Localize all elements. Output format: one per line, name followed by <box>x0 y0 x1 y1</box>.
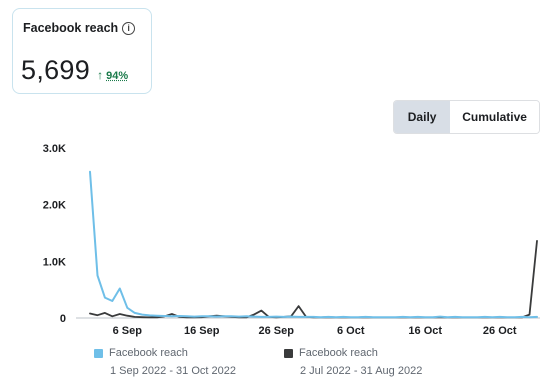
legend-swatch-previous <box>284 348 293 358</box>
legend-range-previous: 2 Jul 2022 - 31 Aug 2022 <box>300 365 423 377</box>
legend-label-current: Facebook reach <box>109 347 188 359</box>
x-tick-label: 26 Sep <box>259 325 295 337</box>
info-icon[interactable]: i <box>122 21 136 35</box>
arrow-up-icon: ↑ <box>97 68 104 82</box>
cumulative-button[interactable]: Cumulative <box>450 101 539 133</box>
x-tick-label: 16 Sep <box>184 325 220 337</box>
reach-line-chart: 0 1.0K 2.0K 3.0K 6 Sep 16 Sep 26 Sep 6 Oct 16 Oc… <box>43 143 540 337</box>
metric-change-value: 94% <box>106 70 129 82</box>
x-tick-label: 6 Sep <box>113 325 143 337</box>
metric-label: Facebook reach <box>23 21 119 35</box>
metric-value: 5,699 <box>21 55 91 85</box>
y-tick-label: 2.0K <box>43 200 66 212</box>
view-toggle: Daily Cumulative <box>393 100 540 134</box>
legend-previous: Facebook reach 2 Jul 2022 - 31 Aug 2022 <box>284 347 422 377</box>
y-tick-label: 0 <box>60 313 66 325</box>
x-tick-label: 16 Oct <box>408 325 442 337</box>
y-tick-label: 3.0K <box>43 143 66 155</box>
facebook-reach-card: Facebook reach i 5,699 ↑ 94% <box>12 8 152 94</box>
x-tick-label: 26 Oct <box>483 325 517 337</box>
metric-change: ↑ 94% <box>97 68 128 82</box>
legend-swatch-current <box>94 348 103 358</box>
daily-button[interactable]: Daily <box>394 101 451 133</box>
y-tick-label: 1.0K <box>43 256 66 268</box>
legend-range-current: 1 Sep 2022 - 31 Oct 2022 <box>110 365 236 377</box>
metric-value-row: 5,699 ↑ 94% <box>21 55 128 86</box>
legend-current: Facebook reach 1 Sep 2022 - 31 Oct 2022 <box>94 347 236 377</box>
series-line-current <box>89 170 538 319</box>
legend-label-previous: Facebook reach <box>299 347 378 359</box>
metric-label-row: Facebook reach i <box>23 21 136 35</box>
series-line-previous <box>89 240 538 319</box>
x-tick-label: 6 Oct <box>337 325 365 337</box>
